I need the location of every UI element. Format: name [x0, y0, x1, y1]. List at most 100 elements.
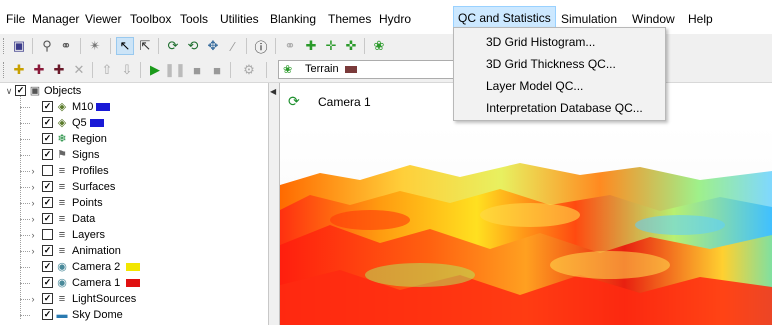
- add-keyframe-icon[interactable]: ✚: [13, 62, 25, 77]
- tree-item[interactable]: › ✓ ≡ Animation: [0, 243, 268, 259]
- separator: [364, 38, 365, 54]
- menu-hydro[interactable]: Hydro: [379, 12, 412, 26]
- tree-item[interactable]: ✓ ⚑ Signs: [0, 147, 268, 163]
- expand-chevron-icon[interactable]: ›: [31, 198, 35, 208]
- menu-item-layer-model-qc[interactable]: Layer Model QC...: [486, 79, 584, 93]
- visibility-checkbox[interactable]: [42, 229, 53, 240]
- next-keyframe-icon[interactable]: ⇩: [121, 62, 133, 77]
- menu-themes[interactable]: Themes: [328, 12, 372, 26]
- menu-window[interactable]: Window: [632, 12, 675, 26]
- tree-item[interactable]: › ≡ Layers: [0, 227, 268, 243]
- measure-icon[interactable]: ∕: [231, 38, 235, 54]
- visibility-checkbox[interactable]: ✓: [42, 149, 53, 160]
- record-icon[interactable]: ■: [213, 62, 221, 78]
- terrain-selector[interactable]: ❀ Terrain: [278, 60, 456, 79]
- tree-item-label: Points: [72, 197, 103, 209]
- tree-item[interactable]: ✓ ◈ M10: [0, 99, 268, 115]
- menu-manager[interactable]: Manager: [32, 12, 80, 26]
- insert-keyframe-icon[interactable]: ✚: [33, 62, 45, 77]
- rotate-alt-icon[interactable]: ⟲: [187, 38, 199, 53]
- separator: [275, 38, 276, 54]
- move-point-icon[interactable]: ✛: [325, 38, 337, 53]
- folder-icon: ≡: [58, 229, 66, 241]
- tree-item[interactable]: › ✓ ≡ LightSources: [0, 291, 268, 307]
- menu-viewer[interactable]: Viewer: [85, 12, 122, 26]
- update-keyframe-icon[interactable]: ✚: [53, 62, 65, 77]
- expand-chevron-icon[interactable]: ›: [31, 294, 35, 304]
- info-icon[interactable]: ⓘ: [254, 39, 268, 55]
- menu-toolbox[interactable]: Toolbox: [130, 12, 172, 26]
- panel-splitter[interactable]: ◀: [269, 83, 280, 325]
- tree-item[interactable]: › ✓ ≡ Surfaces: [0, 179, 268, 195]
- menu-item-interpretation-database-qc[interactable]: Interpretation Database QC...: [486, 101, 643, 115]
- visibility-checkbox[interactable]: ✓: [42, 197, 53, 208]
- tree-connector: [20, 203, 30, 204]
- visibility-checkbox[interactable]: ✓: [42, 245, 53, 256]
- menu-utilities[interactable]: Utilities: [220, 12, 259, 26]
- visibility-checkbox[interactable]: ✓: [42, 213, 53, 224]
- visibility-checkbox[interactable]: ✓: [42, 101, 53, 112]
- tree-item[interactable]: ✓ ◉ Camera 1: [0, 275, 268, 291]
- terrain-3d-render[interactable]: [280, 125, 772, 325]
- expand-chevron-icon[interactable]: ›: [31, 166, 35, 176]
- tree-item-label: Camera 1: [72, 277, 121, 289]
- tree-item[interactable]: › ≡ Profiles: [0, 163, 268, 179]
- tree-item[interactable]: ✓ ❄ Region: [0, 131, 268, 147]
- select-region-icon[interactable]: ⇱: [139, 38, 151, 53]
- tree-root-objects[interactable]: ∨ ✓ ▣ Objects: [0, 83, 268, 99]
- stop-icon[interactable]: ■: [193, 62, 201, 78]
- menu-help[interactable]: Help: [688, 12, 713, 26]
- tree-item[interactable]: › ✓ ≡ Data: [0, 211, 268, 227]
- visibility-checkbox[interactable]: ✓: [42, 277, 53, 288]
- visibility-checkbox[interactable]: ✓: [42, 133, 53, 144]
- surface-edit-icon[interactable]: ❀: [373, 38, 385, 53]
- tree-item[interactable]: ✓ ◈ Q5: [0, 115, 268, 131]
- camera-refresh-icon[interactable]: ⟳: [288, 93, 300, 109]
- add-point-icon[interactable]: ✚: [305, 38, 317, 53]
- toolbar-grip[interactable]: [3, 62, 6, 78]
- previous-keyframe-icon[interactable]: ⇧: [101, 62, 113, 77]
- settings-icon[interactable]: ⚙: [243, 62, 255, 77]
- menu-tools[interactable]: Tools: [180, 12, 209, 26]
- pause-icon[interactable]: ❚❚: [164, 62, 186, 77]
- expand-chevron-icon[interactable]: ›: [31, 182, 35, 192]
- tree-item[interactable]: › ✓ ≡ Points: [0, 195, 268, 211]
- expand-chevron-icon[interactable]: ›: [31, 246, 35, 256]
- visibility-checkbox[interactable]: ✓: [42, 181, 53, 192]
- expand-chevron-icon[interactable]: ›: [31, 230, 35, 240]
- visibility-checkbox[interactable]: [42, 165, 53, 176]
- separator: [92, 62, 93, 78]
- menu-qc-and-statistics[interactable]: QC and Statistics: [453, 6, 556, 28]
- menu-simulation[interactable]: Simulation: [561, 12, 618, 26]
- menu-file[interactable]: File: [6, 12, 26, 26]
- visibility-checkbox[interactable]: ✓: [42, 117, 53, 128]
- visibility-checkbox[interactable]: ✓: [42, 293, 53, 304]
- link-icon[interactable]: ⚭: [284, 38, 296, 53]
- edit-point-icon[interactable]: ✜: [345, 38, 357, 53]
- collapse-panel-icon[interactable]: ◀: [270, 87, 277, 96]
- menu-item-3d-grid-thickness-qc[interactable]: 3D Grid Thickness QC...: [486, 57, 616, 71]
- camera-view[interactable]: ⟳ Camera 1: [280, 83, 772, 325]
- menu-item-3d-grid-histogram[interactable]: 3D Grid Histogram...: [486, 35, 596, 49]
- separator: [80, 38, 81, 54]
- find-icon[interactable]: ⚲: [42, 38, 52, 53]
- collapse-chevron-icon[interactable]: ∨: [5, 86, 13, 96]
- visibility-checkbox[interactable]: ✓: [42, 261, 53, 272]
- tools-icon[interactable]: ✴: [89, 38, 101, 53]
- tree-item[interactable]: ✓ ▬ Sky Dome: [0, 307, 268, 323]
- rotate-icon[interactable]: ⟳: [167, 38, 179, 53]
- find-replace-icon[interactable]: ⚭: [60, 38, 72, 53]
- select-pointer-icon[interactable]: ↖: [116, 37, 134, 55]
- save-icon[interactable]: ▣: [12, 38, 26, 53]
- pan-icon[interactable]: ✥: [207, 38, 219, 53]
- toolbar-grip[interactable]: [3, 38, 6, 54]
- expand-chevron-icon[interactable]: ›: [31, 214, 35, 224]
- visibility-checkbox[interactable]: ✓: [42, 309, 53, 320]
- play-icon[interactable]: ▶: [150, 62, 160, 77]
- qc-statistics-menu: 3D Grid Histogram... 3D Grid Thickness Q…: [453, 27, 666, 121]
- tree-item-label: Profiles: [72, 165, 109, 177]
- root-checkbox[interactable]: ✓: [15, 85, 26, 96]
- menu-blanking[interactable]: Blanking: [270, 12, 317, 26]
- delete-keyframe-icon[interactable]: ✕: [73, 62, 85, 77]
- tree-item[interactable]: ✓ ◉ Camera 2: [0, 259, 268, 275]
